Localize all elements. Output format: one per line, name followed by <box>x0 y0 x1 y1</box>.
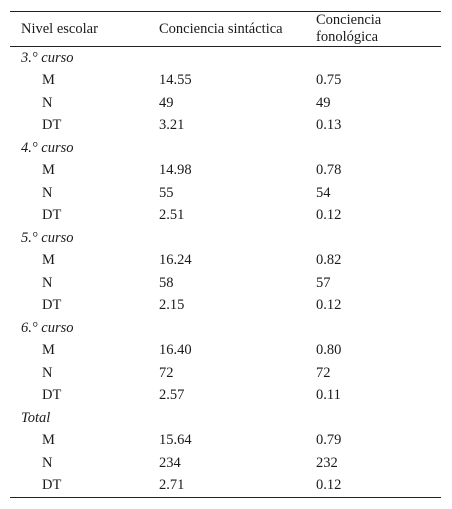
header-row: Nivel escolar Conciencia sintáctica Conc… <box>10 11 441 47</box>
sintactica-value: 234 <box>159 454 181 471</box>
table-row: N 49 49 <box>10 92 441 115</box>
table-row: N 55 54 <box>10 182 441 205</box>
header-nivel-escolar: Nivel escolar <box>21 20 98 37</box>
fonologica-value: 49 <box>316 94 331 111</box>
sintactica-value: 55 <box>159 184 174 201</box>
group-label: 3.° curso <box>21 49 74 66</box>
stat-label: N <box>42 184 53 201</box>
table-row: DT 2.57 0.11 <box>10 385 441 408</box>
table-body: 3.° curso M 14.55 0.75 N 49 49 DT 3.21 0… <box>10 47 441 498</box>
sintactica-value: 16.24 <box>159 252 192 269</box>
sintactica-value: 14.55 <box>159 72 192 89</box>
stat-label: N <box>42 274 53 291</box>
fonologica-value: 54 <box>316 184 331 201</box>
group-row: 3.° curso <box>10 47 441 70</box>
table-row: DT 3.21 0.13 <box>10 115 441 138</box>
group-label: 5.° curso <box>21 229 74 246</box>
group-row: 4.° curso <box>10 137 441 160</box>
stat-label: DT <box>42 297 62 314</box>
group-row: 6.° curso <box>10 317 441 340</box>
sintactica-value: 16.40 <box>159 342 192 359</box>
table-row: M 14.55 0.75 <box>10 70 441 93</box>
table-row: N 234 232 <box>10 452 441 475</box>
fonologica-value: 0.12 <box>316 297 342 314</box>
stat-label: N <box>42 364 53 381</box>
header-conciencia-fonologica: Conciencia fonológica <box>316 12 382 45</box>
stats-table: Nivel escolar Conciencia sintáctica Conc… <box>10 11 441 498</box>
stat-label: DT <box>42 477 62 494</box>
fonologica-value: 0.13 <box>316 117 342 134</box>
sintactica-value: 14.98 <box>159 162 192 179</box>
table-header: Nivel escolar Conciencia sintáctica Conc… <box>10 11 441 47</box>
group-row: Total <box>10 407 441 430</box>
group-label: Total <box>21 409 51 426</box>
sintactica-value: 2.15 <box>159 297 185 314</box>
stat-label: DT <box>42 117 62 134</box>
sintactica-value: 15.64 <box>159 432 192 449</box>
stat-label: M <box>42 432 55 449</box>
fonologica-value: 57 <box>316 274 331 291</box>
stat-label: DT <box>42 207 62 224</box>
fonologica-value: 0.75 <box>316 72 342 89</box>
sintactica-value: 2.71 <box>159 477 185 494</box>
sintactica-value: 3.21 <box>159 117 185 134</box>
table-row: DT 2.51 0.12 <box>10 205 441 228</box>
stat-label: M <box>42 162 55 179</box>
table-row: N 58 57 <box>10 272 441 295</box>
stat-label: M <box>42 72 55 89</box>
stat-label: M <box>42 252 55 269</box>
group-label: 6.° curso <box>21 319 74 336</box>
table-row: N 72 72 <box>10 362 441 385</box>
stat-label: N <box>42 454 53 471</box>
stat-label: DT <box>42 387 62 404</box>
table-row: M 14.98 0.78 <box>10 160 441 183</box>
table-row: M 15.64 0.79 <box>10 430 441 453</box>
stat-label: M <box>42 342 55 359</box>
stats-table-container: Nivel escolar Conciencia sintáctica Conc… <box>10 11 441 498</box>
fonologica-value: 0.11 <box>316 387 341 404</box>
stat-label: N <box>42 94 53 111</box>
fonologica-value: 0.82 <box>316 252 342 269</box>
fonologica-value: 72 <box>316 364 331 381</box>
sintactica-value: 2.57 <box>159 387 185 404</box>
table-row: M 16.40 0.80 <box>10 340 441 363</box>
sintactica-value: 72 <box>159 364 174 381</box>
group-row: 5.° curso <box>10 227 441 250</box>
sintactica-value: 58 <box>159 274 174 291</box>
group-label: 4.° curso <box>21 139 74 156</box>
table-row: M 16.24 0.82 <box>10 250 441 273</box>
fonologica-value: 0.12 <box>316 477 342 494</box>
table-row: DT 2.15 0.12 <box>10 295 441 318</box>
fonologica-value: 0.78 <box>316 162 342 179</box>
fonologica-value: 0.80 <box>316 342 342 359</box>
header-conciencia-sintactica: Conciencia sintáctica <box>159 20 283 37</box>
table-row: DT 2.71 0.12 <box>10 475 441 498</box>
sintactica-value: 2.51 <box>159 207 185 224</box>
fonologica-value: 0.12 <box>316 207 342 224</box>
sintactica-value: 49 <box>159 94 174 111</box>
fonologica-value: 0.79 <box>316 432 342 449</box>
fonologica-value: 232 <box>316 454 338 471</box>
